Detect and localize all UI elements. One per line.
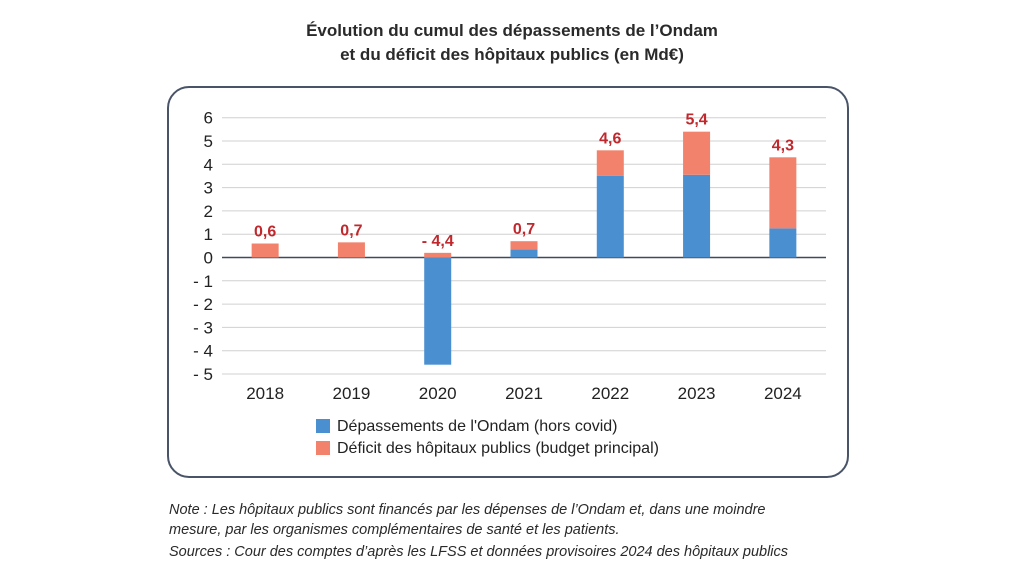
data-label-2024: 4,3 [772, 137, 794, 154]
bar-ondam-2022 [596, 175, 624, 258]
y-tick-label: - 2 [193, 295, 213, 314]
bar-deficit-2022 [596, 150, 624, 176]
bar-deficit-2019 [337, 242, 365, 258]
y-tick-label: - 3 [193, 318, 213, 337]
y-tick-label: 0 [204, 249, 213, 268]
x-tick-label-2020: 2020 [419, 384, 457, 403]
legend-swatch-blue [316, 419, 330, 433]
x-tick-label-2019: 2019 [333, 384, 371, 403]
data-label-2020: - 4,4 [422, 233, 454, 250]
bar-ondam-2023 [683, 174, 711, 258]
legend-item-ondam: Dépassements de l'Ondam (hors covid) [316, 418, 618, 436]
bar-deficit-2024 [769, 157, 797, 229]
bar-deficit-2020 [424, 252, 452, 258]
legend-item-deficit: Déficit des hôpitaux publics (budget pri… [316, 440, 659, 458]
data-label-2023: 5,4 [685, 112, 707, 129]
y-tick-label: - 4 [193, 342, 213, 361]
bar-ondam-2020 [424, 257, 452, 365]
x-tick-label-2022: 2022 [591, 384, 629, 403]
y-tick-label: 2 [204, 202, 213, 221]
legend-label-deficit: Déficit des hôpitaux publics (budget pri… [337, 440, 659, 457]
chart-title-line2: et du déficit des hôpitaux publics (en M… [340, 45, 684, 64]
data-label-2022: 4,6 [599, 130, 621, 147]
x-tick-label-2018: 2018 [246, 384, 284, 403]
x-tick-label-2021: 2021 [505, 384, 543, 403]
y-tick-label: - 1 [193, 272, 213, 291]
bar-deficit-2021 [510, 241, 538, 250]
bar-deficit-2023 [683, 131, 711, 175]
note-line-2: mesure, par les organismes complémentair… [169, 522, 620, 538]
data-label-2019: 0,7 [340, 222, 362, 239]
data-label-2018: 0,6 [254, 224, 276, 241]
y-tick-label: 5 [204, 132, 213, 151]
bar-ondam-2021 [510, 249, 538, 258]
y-tick-label: 6 [204, 109, 213, 128]
y-tick-label: - 5 [193, 365, 213, 384]
chart-frame [167, 86, 849, 478]
y-tick-label: 4 [204, 155, 213, 174]
y-tick-label: 1 [204, 225, 213, 244]
y-tick-label: 3 [204, 179, 213, 198]
bar-deficit-2018 [251, 243, 279, 258]
sources-line: Sources : Cour des comptes d’après les L… [169, 544, 789, 560]
legend-label-ondam: Dépassements de l'Ondam (hors covid) [337, 418, 618, 435]
legend-swatch-orange [316, 441, 330, 455]
bar-ondam-2024 [769, 228, 797, 258]
data-label-2021: 0,7 [513, 221, 535, 238]
x-tick-label-2024: 2024 [764, 384, 802, 403]
chart-title-line1: Évolution du cumul des dépassements de l… [306, 21, 718, 40]
x-tick-label-2023: 2023 [678, 384, 716, 403]
note-line-1: Note : Les hôpitaux publics sont financé… [169, 502, 766, 518]
